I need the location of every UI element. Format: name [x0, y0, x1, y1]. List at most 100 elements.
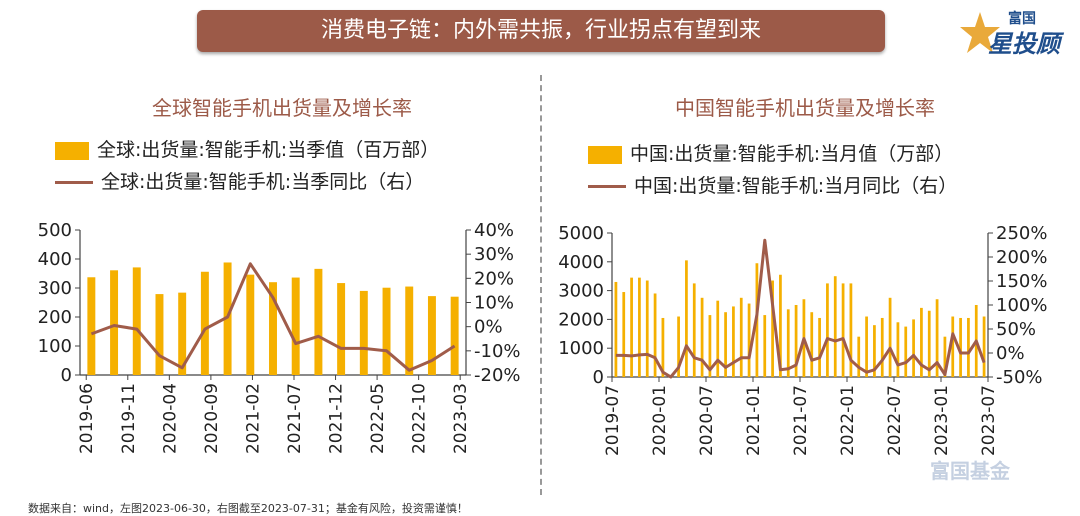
bar	[747, 303, 751, 377]
bar	[708, 315, 712, 377]
bar	[904, 326, 908, 377]
bar	[912, 319, 915, 377]
bar	[110, 270, 119, 375]
bar	[794, 305, 798, 377]
right-legend-line-label: 中国:出货量:智能手机:当月同比（右）	[634, 175, 958, 197]
bar	[920, 307, 923, 377]
y-right-tick-label: 250%	[996, 223, 1047, 244]
right-legend: 中国:出货量:智能手机:当月值（万部） 中国:出货量:智能手机:当月同比（右）	[588, 138, 957, 202]
logo-main-text: 星投顾	[988, 30, 1060, 58]
y-left-tick-label: 2000	[558, 309, 604, 330]
x-tick-label: 2022-01	[838, 385, 858, 456]
bar	[359, 290, 368, 375]
y-left-tick-label: 4000	[558, 252, 604, 273]
bar	[951, 316, 955, 377]
x-tick-label: 2021-12	[327, 383, 347, 454]
y-right-tick-label: 200%	[996, 247, 1047, 268]
bar	[739, 297, 743, 377]
bar	[786, 309, 790, 377]
footer-note: 数据来自：wind，左图2023-06-30，右图截至2023-07-31；基金…	[28, 502, 468, 515]
bar	[841, 283, 845, 377]
x-tick-label: 2021-01	[744, 385, 764, 456]
bar	[779, 274, 782, 377]
bar	[724, 312, 727, 377]
legend-bar-swatch	[55, 141, 89, 160]
y-left-tick-label: 5000	[558, 223, 604, 244]
x-tick-label: 2023-03	[451, 383, 471, 454]
bar	[771, 280, 774, 377]
x-tick-label: 2019-11	[119, 383, 139, 454]
y-right-tick-label: 10%	[474, 293, 514, 314]
bar	[967, 317, 970, 377]
x-tick-label: 2021-07	[285, 383, 305, 454]
bar	[810, 312, 814, 377]
y-right-tick-label: 50%	[996, 319, 1036, 340]
y-left-tick-label: 0	[593, 367, 604, 388]
y-right-tick-label: 0%	[996, 343, 1025, 364]
x-tick-label: 2020-07	[697, 385, 717, 456]
bar	[382, 287, 391, 375]
bar	[291, 277, 300, 375]
bar	[685, 260, 688, 377]
bar	[826, 283, 829, 377]
left-legend: 全球:出货量:智能手机:当季值（百万部） 全球:出货量:智能手机:当季同比（右）	[55, 134, 439, 198]
left-chart-title: 全球智能手机出货量及增长率	[152, 96, 412, 120]
bar	[200, 271, 209, 375]
y-right-tick-label: 100%	[996, 295, 1047, 316]
bar	[223, 262, 232, 375]
x-tick-label: 2019-06	[77, 383, 97, 454]
x-tick-label: 2023-01	[932, 385, 952, 456]
bar	[246, 274, 255, 375]
bar	[427, 296, 436, 375]
x-tick-label: 2021-02	[243, 383, 263, 454]
bar	[645, 280, 649, 377]
right-legend-bar-label: 中国:出货量:智能手机:当月值（万部）	[630, 143, 954, 165]
bar	[337, 283, 346, 375]
bar	[857, 336, 861, 377]
x-tick-label: 2019-07	[603, 385, 623, 456]
bar	[927, 310, 931, 377]
y-right-tick-label: 20%	[474, 268, 514, 289]
bar	[661, 317, 665, 377]
star-icon	[960, 12, 1000, 53]
y-right-tick-label: 30%	[474, 244, 514, 265]
y-left-tick-label: 400	[38, 249, 72, 270]
x-tick-label: 2021-07	[791, 385, 811, 456]
yoy-line	[90, 262, 456, 372]
legend-line-swatch	[588, 185, 626, 188]
bar	[873, 325, 876, 377]
bar	[716, 300, 720, 377]
bar	[959, 317, 962, 377]
x-tick-label: 2022-10	[410, 383, 430, 454]
y-left-tick-label: 500	[38, 220, 72, 241]
bar	[849, 283, 853, 377]
bar	[630, 277, 633, 377]
bar	[405, 286, 414, 375]
bar	[982, 316, 986, 377]
panel-divider	[540, 75, 542, 495]
y-right-tick-label: 40%	[474, 220, 514, 241]
bar	[692, 283, 696, 377]
yoy-line	[615, 238, 986, 379]
x-tick-label: 2022-05	[368, 383, 388, 454]
bar	[314, 268, 323, 375]
page-banner: 消费电子链：内外需共振，行业拐点有望到来	[197, 10, 885, 52]
x-tick-label: 2022-07	[885, 385, 905, 456]
y-right-tick-label: -10%	[474, 341, 521, 362]
logo-top-text: 富国	[1008, 11, 1036, 27]
bar	[888, 297, 892, 377]
legend-bar-swatch	[588, 145, 622, 164]
bar	[638, 277, 641, 377]
bar	[896, 322, 900, 377]
y-left-tick-label: 100	[38, 336, 72, 357]
banner-title: 消费电子链：内外需共振，行业拐点有望到来	[320, 18, 761, 43]
left-legend-line-label: 全球:出货量:智能手机:当季同比（右）	[101, 171, 425, 193]
bar	[132, 267, 141, 375]
bar	[943, 336, 947, 377]
left-legend-bar-label: 全球:出货量:智能手机:当季值（百万部）	[97, 139, 440, 161]
bar	[700, 297, 704, 377]
y-left-tick-label: 0	[61, 365, 72, 386]
bar	[865, 316, 868, 377]
